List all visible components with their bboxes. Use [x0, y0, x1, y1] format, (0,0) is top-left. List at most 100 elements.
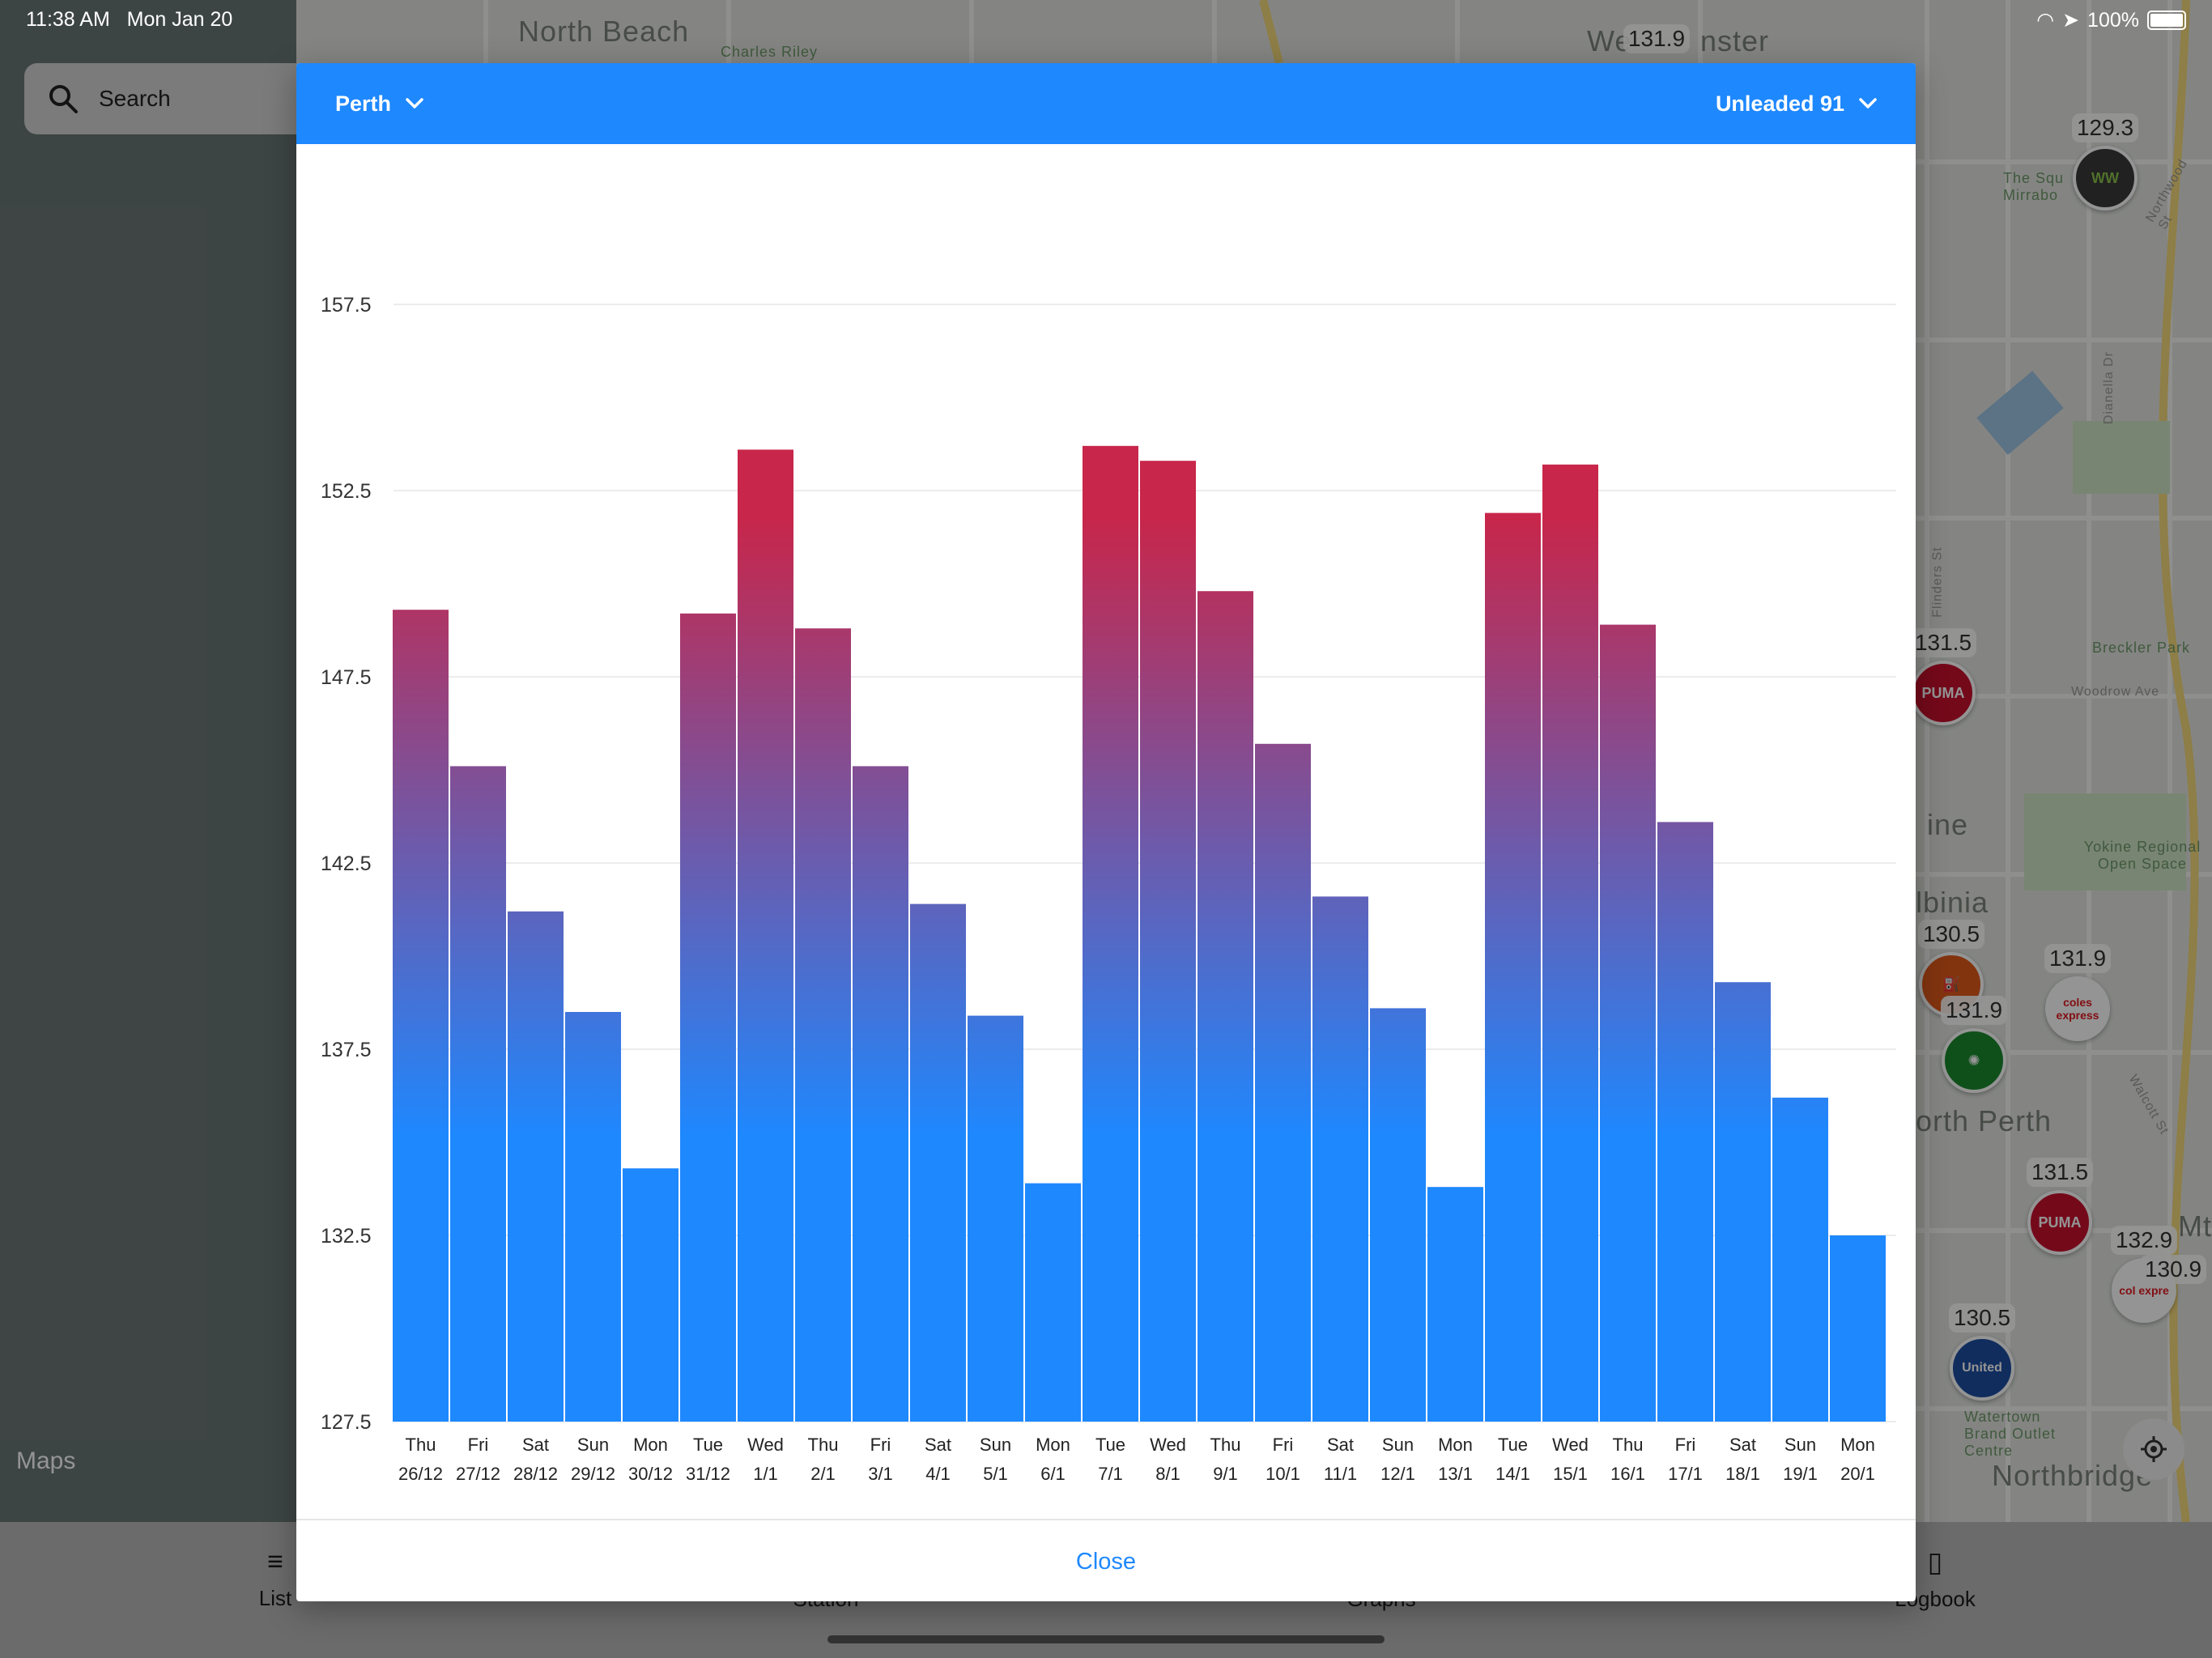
x-tick-date: 2/1	[810, 1464, 836, 1484]
chevron-down-icon	[1859, 98, 1877, 108]
fuel-station-pin[interactable]: 131.5 PUMA	[1904, 628, 1982, 725]
price-bar[interactable]	[1370, 1008, 1426, 1422]
x-tick-day: Mon	[633, 1435, 668, 1455]
bp-logo-icon: ✺	[1942, 1028, 2006, 1093]
sidebar-panel	[0, 0, 296, 1522]
modal-footer: Close	[296, 1519, 1916, 1601]
x-tick-date: 11/1	[1324, 1464, 1357, 1484]
y-tick-label: 152.5	[321, 480, 372, 503]
price-bar[interactable]	[508, 911, 564, 1422]
x-tick-date: 8/1	[1155, 1464, 1180, 1484]
price-bar[interactable]	[1772, 1097, 1828, 1422]
x-tick-day: Tue	[1095, 1435, 1125, 1455]
x-tick-date: 14/1	[1495, 1464, 1530, 1484]
price-bar[interactable]	[565, 1012, 621, 1422]
x-tick-date: 5/1	[983, 1464, 1008, 1484]
x-tick-day: Sat	[925, 1435, 951, 1455]
price-bar[interactable]	[853, 766, 908, 1422]
price-bar[interactable]	[1657, 822, 1713, 1422]
price-bar[interactable]	[680, 613, 736, 1422]
fuel-station-pin[interactable]: 131.5 PUMA	[2021, 1158, 2099, 1255]
price-bar-chart: 157.5 152.5 147.5 142.5 137.5 132.5 127.5 Thu 2…	[321, 294, 1896, 1484]
map-label: ine	[1927, 808, 1969, 841]
x-tick-day: Sun	[1784, 1435, 1816, 1455]
map-label: Northbridge	[1992, 1459, 2154, 1492]
puma-logo-icon: PUMA	[1911, 661, 1976, 725]
wifi-icon: ◠	[2036, 9, 2055, 32]
price-bar[interactable]	[968, 1015, 1023, 1422]
x-tick-date: 31/12	[686, 1464, 730, 1484]
price-bar[interactable]	[1140, 461, 1196, 1422]
locate-me-button[interactable]	[2123, 1418, 2184, 1480]
x-tick-day: Fri	[870, 1435, 891, 1455]
fuel-station-pin[interactable]: 130.9	[2134, 1255, 2212, 1284]
price-bar[interactable]	[1542, 464, 1598, 1422]
x-tick-date: 17/1	[1668, 1464, 1703, 1484]
fuel-type-select[interactable]: Unleaded 91	[1716, 63, 1877, 144]
price-bar[interactable]	[1427, 1187, 1483, 1422]
price-bar[interactable]	[393, 610, 449, 1422]
home-indicator	[827, 1635, 1385, 1643]
fuel-station-pin[interactable]: 129.3 WW	[2066, 113, 2144, 210]
x-tick-date: 12/1	[1380, 1464, 1415, 1484]
puma-logo-icon: PUMA	[2027, 1190, 2092, 1255]
coles-express-logo-icon: coles express	[2045, 976, 2110, 1041]
x-tick-date: 30/12	[628, 1464, 673, 1484]
x-tick-day: Sat	[1729, 1435, 1756, 1455]
price-bar[interactable]	[1830, 1235, 1886, 1422]
fuel-station-pin[interactable]: 131.9	[1618, 24, 1695, 53]
y-tick-label: 142.5	[321, 852, 372, 875]
x-tick-day: Thu	[1210, 1435, 1241, 1455]
x-tick-date: 26/12	[398, 1464, 443, 1484]
y-tick-label: 137.5	[321, 1039, 372, 1061]
x-tick-day: Sun	[980, 1435, 1011, 1455]
map-label: Watertown Brand Outlet Centre	[1964, 1409, 2057, 1459]
x-tick-day: Mon	[1036, 1435, 1070, 1455]
x-tick-day: Tue	[1498, 1435, 1528, 1455]
x-tick-day: Mon	[1840, 1435, 1875, 1455]
x-tick-date: 29/12	[571, 1464, 615, 1484]
close-button[interactable]: Close	[1071, 1548, 1141, 1576]
price-bar[interactable]	[1715, 982, 1771, 1422]
price-bar[interactable]	[795, 628, 851, 1422]
price-bar[interactable]	[1312, 896, 1368, 1422]
y-tick-label: 132.5	[321, 1225, 372, 1248]
fuel-station-pin[interactable]: 130.5 United	[1943, 1303, 2021, 1401]
price-bar[interactable]	[910, 903, 966, 1422]
region-select[interactable]: Perth	[335, 63, 423, 144]
price-bar[interactable]	[450, 766, 506, 1422]
price-bar[interactable]	[1197, 591, 1253, 1422]
x-tick-day: Wed	[1552, 1435, 1589, 1455]
map-label: orth Perth	[1916, 1104, 2052, 1137]
x-tick-date: 4/1	[925, 1464, 951, 1484]
location-arrow-icon: ➤	[2062, 9, 2080, 32]
price-bar[interactable]	[1083, 445, 1138, 1422]
status-time: 11:38 AM Mon Jan 20	[26, 8, 233, 31]
x-tick-day: Fri	[1273, 1435, 1294, 1455]
fuel-station-pin[interactable]: 131.9 ✺	[1935, 996, 2013, 1093]
x-tick-date: 1/1	[753, 1464, 778, 1484]
x-tick-date: 15/1	[1553, 1464, 1588, 1484]
x-tick-day: Tue	[693, 1435, 723, 1455]
price-bar[interactable]	[1600, 624, 1656, 1422]
price-bar[interactable]	[1025, 1183, 1081, 1422]
price-bar[interactable]	[738, 449, 793, 1422]
x-tick-date: 6/1	[1040, 1464, 1066, 1484]
map-label: Woodrow Ave	[2071, 685, 2160, 699]
chart-bars	[393, 445, 1886, 1422]
fuel-station-pin[interactable]: 131.9 coles express	[2039, 944, 2116, 1041]
x-tick-day: Sun	[1382, 1435, 1414, 1455]
x-tick-date: 3/1	[868, 1464, 893, 1484]
y-tick-label: 127.5	[321, 1411, 372, 1434]
battery-icon	[2147, 11, 2186, 30]
y-tick-label: 147.5	[321, 666, 372, 689]
logbook-icon: ▯	[1927, 1547, 1943, 1578]
tab-list[interactable]: ≡ List	[194, 1546, 356, 1611]
price-bar[interactable]	[1485, 512, 1541, 1422]
x-tick-day: Fri	[1675, 1435, 1696, 1455]
x-tick-date: 18/1	[1725, 1464, 1760, 1484]
price-bar[interactable]	[1255, 743, 1311, 1422]
price-bar[interactable]	[623, 1168, 678, 1422]
map-label: Yokine Regional Open Space	[2083, 839, 2201, 872]
location-crosshair-icon	[2141, 1436, 2167, 1462]
